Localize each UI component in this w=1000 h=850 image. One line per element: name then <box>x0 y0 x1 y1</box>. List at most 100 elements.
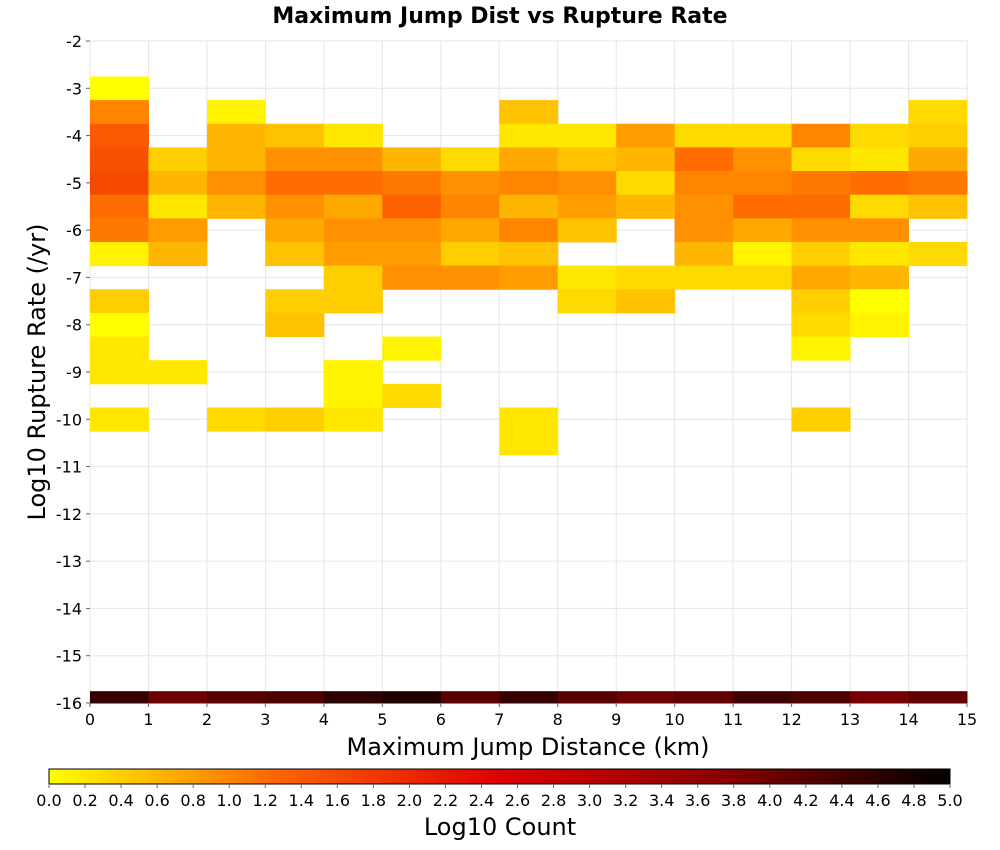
heatmap-cell <box>850 194 910 219</box>
heatmap-cell <box>850 265 910 290</box>
heatmap-cell <box>382 336 442 361</box>
heatmap-cell <box>850 691 910 704</box>
heatmap-cell <box>265 289 325 314</box>
heatmap-cell <box>674 194 734 219</box>
heatmap-cell <box>616 171 676 196</box>
colorbar-label: Log10 Count <box>424 813 576 841</box>
heatmap-cell <box>206 123 266 148</box>
heatmap-cell <box>90 147 149 172</box>
heatmap-cell <box>382 171 442 196</box>
colorbar-tick-label: 0.4 <box>108 791 133 810</box>
heatmap-cell <box>499 123 559 148</box>
x-tick-label: 7 <box>494 710 504 729</box>
heatmap-cell <box>90 100 149 125</box>
heatmap-cell <box>90 194 149 219</box>
heatmap-cell <box>323 691 383 704</box>
x-tick-label: 8 <box>553 710 563 729</box>
colorbar-tick-label: 2.4 <box>469 791 494 810</box>
heatmap-cell <box>440 241 500 267</box>
heatmap-cell <box>90 171 149 196</box>
heatmap-cell <box>733 218 793 243</box>
x-tick-label: 6 <box>436 710 446 729</box>
heatmap-cell <box>323 241 383 267</box>
colorbar-tick-label: 1.8 <box>361 791 386 810</box>
heatmap-cell <box>382 265 442 290</box>
heatmap-cell <box>148 194 208 219</box>
x-tick-label: 10 <box>664 710 684 729</box>
colorbar-tick-label: 0.2 <box>72 791 97 810</box>
y-tick-label: -2 <box>66 32 82 51</box>
heatmap-cell <box>440 194 500 219</box>
heatmap-cell <box>323 383 383 408</box>
heatmap-cell <box>908 171 968 196</box>
heatmap-cell <box>733 241 793 267</box>
heatmap-cell <box>148 218 208 243</box>
heatmap-cell <box>90 336 149 361</box>
colorbar-tick-label: 1.6 <box>325 791 350 810</box>
colorbar-tick-label: 2.8 <box>541 791 566 810</box>
heatmap-cell <box>733 123 793 148</box>
colorbar-tick-label: 4.4 <box>829 791 854 810</box>
heatmap-cell <box>206 100 266 125</box>
heatmap-cell <box>499 431 559 456</box>
heatmap-cell <box>908 194 968 219</box>
colorbar-tick-label: 2.0 <box>397 791 422 810</box>
y-tick-label: -14 <box>56 599 82 618</box>
heatmap-cell <box>382 383 442 408</box>
heatmap-cell <box>265 218 325 243</box>
heatmap-cell <box>733 171 793 196</box>
heatmap-cell <box>265 171 325 196</box>
heatmap-cell <box>90 123 149 148</box>
heatmap-cell <box>323 407 383 432</box>
heatmap-cell <box>382 147 442 172</box>
colorbar-tick-label: 3.6 <box>685 791 710 810</box>
heatmap-cell <box>791 123 851 148</box>
y-tick-label: -13 <box>56 552 82 571</box>
heatmap-cell <box>265 312 325 338</box>
colorbar-tick-label: 2.6 <box>505 791 530 810</box>
y-tick-label: -6 <box>66 221 82 240</box>
heatmap-cell <box>499 147 559 172</box>
heatmap-cell <box>323 194 383 219</box>
y-tick-label: -11 <box>56 458 82 477</box>
y-tick-label: -12 <box>56 505 82 524</box>
x-tick-label: 9 <box>611 710 621 729</box>
heatmap-cell <box>674 691 734 704</box>
heatmap-cell <box>557 171 617 196</box>
y-tick-label: -9 <box>66 363 82 382</box>
heatmap-cell <box>791 194 851 219</box>
heatmap-cell <box>499 194 559 219</box>
heatmap-cell <box>265 241 325 267</box>
heatmap-cell <box>148 171 208 196</box>
heatmap-cell <box>206 194 266 219</box>
heatmap-cell <box>850 218 910 243</box>
heatmap-cell <box>148 241 208 267</box>
heatmap-cell <box>148 360 208 385</box>
heatmap-cell <box>616 123 676 148</box>
x-tick-label: 3 <box>260 710 270 729</box>
heatmap-cell <box>206 147 266 172</box>
y-tick-label: -15 <box>56 647 82 666</box>
heatmap-cell <box>265 194 325 219</box>
heatmap-cell <box>791 171 851 196</box>
heatmap-cell <box>440 691 500 704</box>
heatmap-cell <box>850 312 910 338</box>
heatmap-cell <box>791 265 851 290</box>
y-tick-label: -4 <box>66 127 82 146</box>
y-axis-ticks: -2 -3 -4 -5 -6 -7 -8 -9 -10 -11 -12 -13 -14 -15 -16 <box>56 32 90 713</box>
heatmap-cell <box>382 241 442 267</box>
heatmap-cell <box>90 407 149 432</box>
y-axis-label: Log10 Rupture Rate (/yr) <box>23 224 51 521</box>
heatmap-cell <box>674 241 734 267</box>
heatmap-cell <box>791 241 851 267</box>
heatmap-cell <box>908 123 968 148</box>
heatmap-cell <box>674 147 734 172</box>
heatmap-cell <box>557 194 617 219</box>
heatmap-cell <box>616 691 676 704</box>
colorbar-tick-label: 0.8 <box>180 791 205 810</box>
heatmap-cell <box>850 123 910 148</box>
heatmap-cell <box>90 289 149 314</box>
heatmap-cell <box>148 147 208 172</box>
x-tick-label: 5 <box>377 710 387 729</box>
